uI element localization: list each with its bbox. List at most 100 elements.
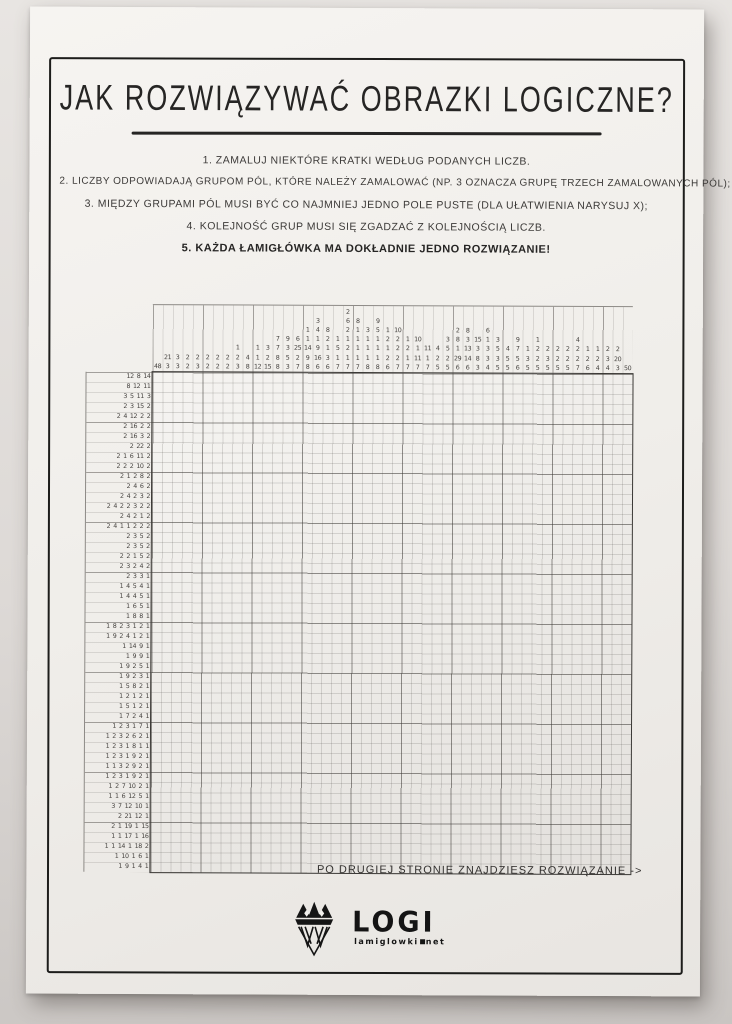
row-clue-number: 3 xyxy=(118,772,123,780)
row-clue-number: 1 xyxy=(105,752,110,760)
row-clue-number: 3 xyxy=(133,502,137,511)
row-clue-number: 3 xyxy=(126,562,130,570)
top-clue-number: 2 xyxy=(385,336,390,344)
row-clue-number: 2 xyxy=(146,443,151,451)
row-clue-number: 1 xyxy=(145,763,149,771)
row-clue-number: 1 xyxy=(145,673,150,681)
row-clue-number: 2 xyxy=(146,513,150,521)
row-clue-number: 2 xyxy=(146,483,151,491)
top-clue-number: 2 xyxy=(195,353,200,361)
top-clue-number: 9 xyxy=(305,354,310,362)
top-clue-number: 3 xyxy=(545,355,550,363)
top-clue-number: 2 xyxy=(445,354,450,362)
row-clue-number: 3 xyxy=(125,722,130,730)
top-clue-number: 5 xyxy=(495,346,500,354)
top-clue-column: 10 2 2 2 7 xyxy=(393,326,403,372)
row-clue-number: 11 xyxy=(136,393,144,401)
row-clue-number: 2 xyxy=(146,553,150,561)
row-clue-number: 2 xyxy=(120,472,124,480)
top-clue-number: 4 xyxy=(505,346,510,354)
row-clue-number: 2 xyxy=(126,552,130,560)
row-clue-number: 3 xyxy=(123,392,128,400)
row-clue-number: 2 xyxy=(146,433,151,441)
row-clue-number: 1 xyxy=(105,742,110,750)
top-clue-number: 2 xyxy=(565,355,570,363)
top-clue-number: 1 xyxy=(305,326,310,334)
top-clue-number: 1 xyxy=(345,354,350,362)
top-clue-number: 2 xyxy=(455,327,460,335)
row-clue-number: 1 xyxy=(145,643,150,651)
top-clue-number: 4 xyxy=(315,326,320,334)
top-clue-number: 1 xyxy=(235,344,240,352)
row-clue-number: 2 xyxy=(112,742,116,750)
top-clue-number: 1 xyxy=(405,354,410,362)
top-clue-number: 7 xyxy=(575,364,580,372)
row-clue-number: 1 xyxy=(119,522,124,530)
left-clue-row: 12 8 14 xyxy=(87,372,153,382)
row-clue-number: 2 xyxy=(133,472,137,481)
row-clue-number: 1 xyxy=(125,752,130,760)
top-clue-number: 12 xyxy=(253,363,262,371)
top-clue-number: 8 xyxy=(275,363,280,371)
top-clue-number: 2 xyxy=(235,354,240,362)
row-clue-number: 7 xyxy=(117,802,122,810)
top-clue-number: 5 xyxy=(375,327,380,335)
row-clue-number: 16 xyxy=(141,833,149,841)
footer-note: PO DRUGIEJ STRONIE ZNAJDZIESZ ROZWIĄZANI… xyxy=(316,863,643,878)
row-clue-number: 3 xyxy=(146,393,151,401)
row-clue-number: 2 xyxy=(126,502,131,510)
row-clue-number: 5 xyxy=(125,702,130,710)
row-clue-number: 2 xyxy=(106,522,111,530)
row-clue-number: 1 xyxy=(145,613,150,621)
row-clue-number: 2 xyxy=(123,402,127,410)
row-clue-number: 2 xyxy=(132,712,136,721)
row-clue-number: 1 xyxy=(125,652,130,660)
left-clue-row: 3 7 12 10 1 xyxy=(85,802,151,812)
top-clue-number: 2 xyxy=(595,355,600,363)
top-clue-number: 1 xyxy=(355,336,360,344)
top-clue-number: 3 xyxy=(485,355,490,363)
top-clue-number: 4 xyxy=(485,364,490,372)
logo-wordmark: LOGI lamiglowki net xyxy=(352,906,446,946)
row-clue-number: 4 xyxy=(139,563,144,571)
top-clue-number: 29 xyxy=(454,355,462,363)
top-clues: 48 21 3 3 3 2 2 2 3 2 2 2 2 2 2 1 2 3 4 8 1 1 12 3 2 15 7 7 8 8 9 3 5 3 6 2… xyxy=(152,304,633,374)
top-clue-number: 1 xyxy=(305,335,310,344)
row-clue-number: 2 xyxy=(138,683,143,691)
top-clue-number: 1 xyxy=(485,336,490,344)
row-clue-number: 9 xyxy=(112,632,117,640)
left-clue-row: 1 2 7 10 2 1 xyxy=(85,782,151,792)
top-clue-number: 13 xyxy=(464,345,472,353)
top-clue-number: 5 xyxy=(445,345,450,353)
row-clue-number: 9 xyxy=(125,672,130,680)
row-clue-number: 1 xyxy=(145,753,149,761)
top-clue-number: 3 xyxy=(495,355,500,363)
left-clue-row: 2 3 15 2 xyxy=(86,402,152,412)
top-clue-number: 1 xyxy=(365,336,370,344)
top-clue-number: 1 xyxy=(335,336,340,344)
row-clue-number: 1 xyxy=(144,813,149,821)
row-clue-number: 1 xyxy=(119,592,124,600)
top-clue-number: 5 xyxy=(545,364,550,372)
top-clue-number: 2 xyxy=(585,355,590,363)
row-clue-number: 1 xyxy=(145,693,150,701)
row-clue-number: 4 xyxy=(139,583,144,591)
top-clue-number: 8 xyxy=(365,363,370,371)
row-clue-number: 2 xyxy=(132,662,137,671)
top-clue-column: 1 1 14 9 8 xyxy=(303,326,313,372)
row-clue-number: 8 xyxy=(132,612,137,621)
